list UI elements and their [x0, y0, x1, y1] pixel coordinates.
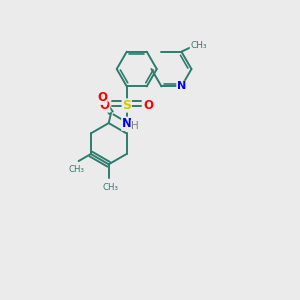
Text: CH₃: CH₃	[68, 166, 84, 175]
Text: CH₃: CH₃	[102, 183, 118, 192]
Text: O: O	[97, 91, 107, 104]
Text: CH₃: CH₃	[190, 41, 207, 50]
Text: O: O	[144, 99, 154, 112]
Text: H: H	[131, 121, 139, 130]
Text: S: S	[122, 99, 131, 112]
Text: N: N	[122, 117, 132, 130]
Text: O: O	[100, 99, 110, 112]
Text: N: N	[177, 81, 186, 92]
